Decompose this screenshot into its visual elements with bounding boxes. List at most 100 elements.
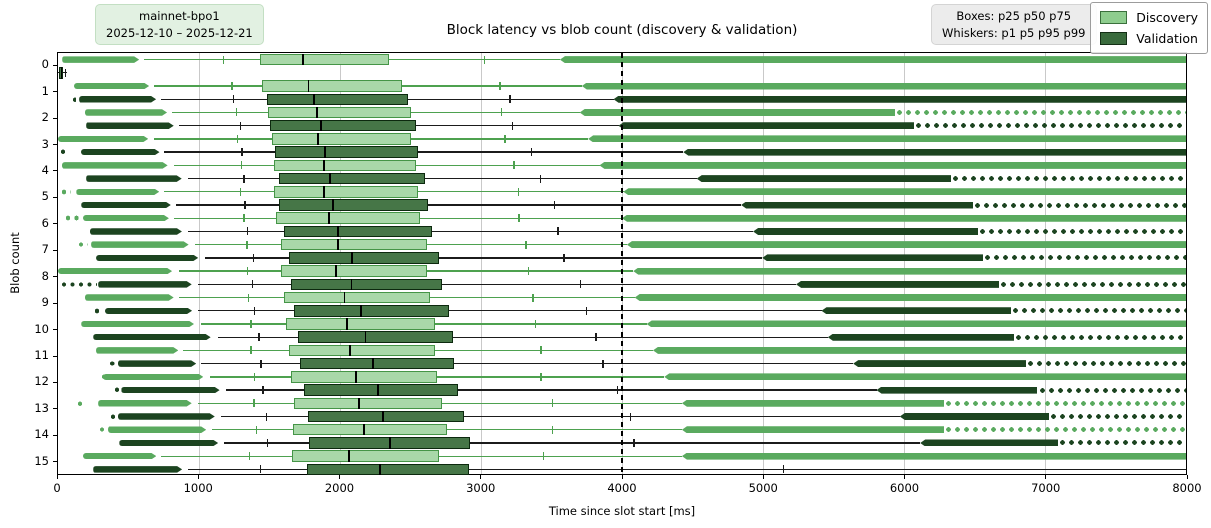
cap-p95-discovery-12	[540, 372, 542, 381]
x-axis-label: Time since slot start [ms]	[548, 504, 696, 518]
legend-label: Discovery	[1136, 10, 1198, 25]
y-tick-9	[53, 302, 57, 304]
x-tick-5000	[762, 475, 764, 479]
median-validation-8	[350, 278, 353, 291]
cap-p5-validation-10	[258, 333, 260, 342]
flier-cluster-left-validation-8	[98, 281, 192, 288]
flier-cluster-left-discovery-8	[58, 268, 172, 275]
whisker-validation-5	[176, 204, 742, 206]
median-validation-13	[382, 410, 385, 423]
flier-dots	[1048, 413, 1187, 420]
flier-cluster-right-validation-8	[796, 280, 1187, 288]
cap-p5-discovery-9	[247, 293, 250, 302]
box-discovery-9	[283, 291, 431, 304]
cap-p95-validation-7	[563, 253, 565, 262]
flier-cluster-left-validation-10	[93, 334, 210, 341]
median-discovery-3	[316, 133, 319, 145]
cap-p5-validation-2	[239, 121, 242, 130]
network-badge: mainnet-bpo1 2025-12-10 – 2025-12-21	[95, 4, 264, 46]
cap-p5-validation-15	[259, 465, 262, 474]
median-discovery-11	[349, 344, 351, 357]
median-validation-6	[337, 225, 339, 238]
median-validation-14	[389, 437, 392, 449]
flier-cluster-left-validation-12	[121, 387, 219, 394]
flier-cluster-right-discovery-5	[623, 188, 1187, 196]
flier-core	[821, 307, 1012, 315]
legend-swatch-validation	[1100, 32, 1128, 45]
median-discovery-5	[323, 186, 325, 198]
cap-p5-discovery-6	[243, 214, 245, 223]
x-tick-1000	[197, 475, 199, 479]
y-tick-label-4: 4	[41, 162, 49, 177]
median-discovery-12	[354, 371, 357, 383]
flier-cluster-right-discovery-0	[559, 56, 1187, 64]
y-tick-label-5: 5	[41, 189, 49, 204]
x-tick-label-3000: 3000	[466, 481, 496, 495]
box-discovery-7	[281, 238, 427, 251]
flier-cluster-left-validation-9	[105, 308, 193, 315]
y-tick-8	[53, 276, 57, 278]
flier-dots-left-validation-8	[60, 281, 97, 288]
cap-p95-discovery-15	[543, 452, 545, 461]
y-tick-label-1: 1	[41, 83, 49, 98]
box-discovery-3	[272, 133, 411, 145]
box-discovery-5	[273, 186, 419, 198]
cap-p5-discovery-2	[235, 108, 238, 117]
y-tick-5	[53, 196, 57, 198]
y-tick-13	[53, 408, 57, 410]
flier-dots-left-discovery-13	[76, 400, 83, 407]
x-tick-2000	[339, 475, 340, 479]
flier-cluster-left-discovery-0	[62, 56, 139, 63]
median-discovery-14	[363, 423, 366, 436]
flier-cluster-left-discovery-10	[81, 321, 194, 328]
boxes-definition: Boxes: p25 p50 p75	[956, 9, 1072, 23]
flier-cluster-left-validation-13	[118, 413, 215, 420]
whisker-validation-13	[220, 415, 900, 418]
flier-dots-left-validation-11	[108, 360, 118, 367]
flier-dots	[944, 426, 1187, 434]
flier-cluster-right-discovery-13	[681, 399, 1187, 407]
y-tick-14	[53, 434, 57, 436]
y-tick-label-8: 8	[41, 268, 49, 283]
median-discovery-7	[337, 238, 339, 251]
x-tick-label-1000: 1000	[183, 481, 213, 495]
median-validation-0	[60, 67, 63, 79]
flier-cluster-right-validation-10	[827, 333, 1187, 341]
flier-cluster-right-discovery-7	[626, 241, 1187, 249]
x-tick-4000	[621, 475, 623, 479]
median-discovery-6	[328, 212, 330, 224]
cap-p95-validation-4	[539, 174, 541, 183]
legend-item-discovery: Discovery	[1100, 7, 1198, 28]
flier-dots-left-discovery-7	[77, 241, 89, 248]
median-validation-10	[364, 331, 367, 343]
flier-cluster-right-validation-6	[753, 227, 1187, 235]
box-validation-13	[307, 410, 465, 423]
flier-cluster-right-discovery-15	[681, 452, 1187, 460]
median-discovery-9	[343, 291, 346, 304]
flier-core	[681, 426, 945, 434]
flier-dots	[1014, 333, 1187, 341]
cap-p95-validation-10	[595, 333, 597, 342]
flier-core	[646, 320, 1187, 328]
y-tick-label-0: 0	[41, 57, 49, 72]
cap-p5-discovery-1	[231, 82, 233, 91]
cap-p5-validation-14	[266, 438, 269, 447]
cap-p5-validation-8	[251, 280, 254, 289]
flier-dots	[1011, 307, 1187, 315]
y-tick-label-6: 6	[41, 215, 49, 230]
flier-core	[899, 413, 1049, 420]
y-tick-7	[53, 249, 57, 251]
y-tick-label-3: 3	[41, 136, 49, 151]
flier-cluster-right-discovery-2	[579, 108, 1187, 116]
flier-core	[753, 227, 979, 235]
flier-cluster-right-discovery-9	[634, 294, 1187, 302]
median-validation-12	[377, 384, 380, 396]
flier-cluster-left-validation-3	[81, 149, 160, 156]
legend-label: Validation	[1136, 31, 1198, 46]
box-discovery-8	[280, 265, 427, 277]
flier-dots-left-validation-1	[70, 96, 77, 102]
cap-p5-discovery-10	[250, 319, 252, 328]
flier-cluster-left-discovery-5	[76, 189, 159, 196]
median-validation-1	[313, 93, 315, 105]
